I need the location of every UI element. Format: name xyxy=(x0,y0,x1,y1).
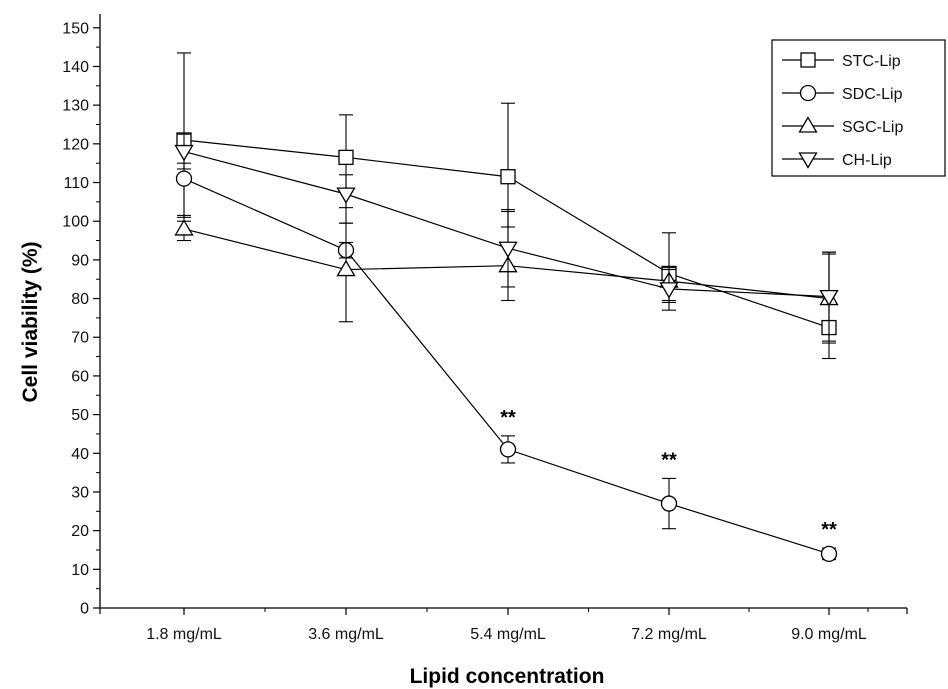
legend-label-sdc-lip: SDC-Lip xyxy=(842,86,903,103)
x-tick-label: 9.0 mg/mL xyxy=(791,626,867,643)
data-point-sdc-lip xyxy=(175,170,193,187)
annotations: ** ** ** xyxy=(500,407,837,541)
legend-marker-ch-lip xyxy=(798,152,818,169)
legend: STC-Lip SDC-Lip SGC-Lip CH-Lip xyxy=(771,39,946,177)
series-sdc-lip xyxy=(175,162,838,562)
legend-marker-sgc-lip xyxy=(798,116,818,133)
series-line-sdc-lip xyxy=(183,178,830,555)
data-point-sdc-lip xyxy=(499,441,517,458)
y-tick-label: 40 xyxy=(71,446,89,463)
data-point-ch-lip xyxy=(659,282,679,299)
y-tick-label: 10 xyxy=(71,562,89,579)
x-tick-label: 7.2 mg/mL xyxy=(631,626,707,643)
x-tick-label: 5.4 mg/mL xyxy=(470,626,546,643)
y-tick-label: 140 xyxy=(62,59,89,76)
data-point-sgc-lip xyxy=(174,219,194,236)
data-point-stc-lip xyxy=(338,149,354,166)
y-tick-label: 130 xyxy=(62,98,89,115)
legend-label-ch-lip: CH-Lip xyxy=(842,152,892,169)
y-tick-label: 0 xyxy=(80,601,89,618)
y-tick-label: 80 xyxy=(71,291,89,308)
data-point-sdc-lip xyxy=(820,545,838,562)
data-point-ch-lip xyxy=(819,289,839,307)
legend-marker-stc-lip xyxy=(800,52,816,68)
y-tick-label: 110 xyxy=(63,175,89,192)
significance-marker: ** xyxy=(821,519,837,541)
significance-marker: ** xyxy=(500,407,516,429)
y-axis-title: Cell viability (%) xyxy=(19,241,42,402)
y-tick-label: 50 xyxy=(71,407,89,424)
x-tick-label: 1.8 mg/mL xyxy=(146,626,222,643)
y-tick-label: 90 xyxy=(71,252,89,269)
data-point-ch-lip xyxy=(336,187,356,204)
y-tick-label: 70 xyxy=(71,330,89,347)
data-point-stc-lip xyxy=(500,169,516,185)
legend-label-sgc-lip: SGC-Lip xyxy=(842,119,903,136)
axes: 0 10 20 30 40 50 60 70 80 90 100 110 120 130 140 150 1.8… xyxy=(62,14,908,643)
legend-label-stc-lip: STC-Lip xyxy=(842,53,901,70)
y-tick-label: 60 xyxy=(71,368,89,385)
series-line-stc-lip xyxy=(183,139,830,329)
x-axis-title: Lipid concentration xyxy=(410,665,605,688)
series-ch-lip xyxy=(174,133,839,342)
data-point-ch-lip xyxy=(174,144,194,162)
data-point-ch-lip xyxy=(498,241,518,259)
plot-series xyxy=(174,52,839,562)
significance-marker: ** xyxy=(661,449,677,471)
data-point-sgc-lip xyxy=(336,259,356,277)
series-sgc-lip xyxy=(174,210,839,344)
x-tick-label: 3.6 mg/mL xyxy=(308,626,384,643)
y-tick-label: 120 xyxy=(62,136,89,153)
y-tick-label: 100 xyxy=(62,214,89,231)
y-tick-label: 20 xyxy=(71,523,89,540)
legend-marker-sdc-lip xyxy=(799,84,817,102)
y-tick-label: 150 xyxy=(62,20,89,37)
series-stc-lip xyxy=(176,52,837,360)
y-tick-label: 30 xyxy=(71,484,89,501)
data-point-sdc-lip xyxy=(660,495,678,512)
